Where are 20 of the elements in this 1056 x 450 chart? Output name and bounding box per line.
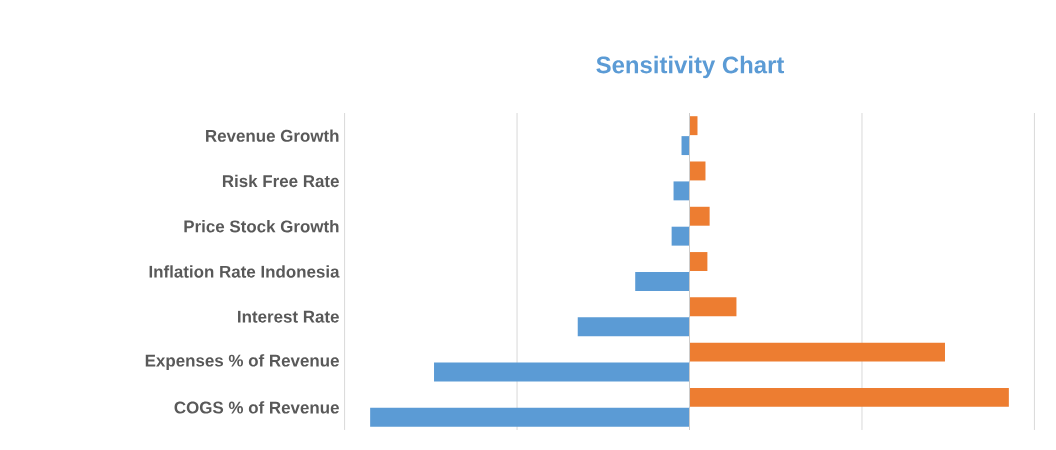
y-tick-label: Interest Rate bbox=[238, 310, 339, 323]
y-tick-label: Expenses % of Revenue bbox=[145, 354, 339, 370]
y-tick-label: Revenue Growth bbox=[206, 129, 339, 142]
bar bbox=[689, 387, 1009, 407]
bar bbox=[689, 297, 737, 317]
bar bbox=[689, 161, 706, 181]
bar bbox=[370, 407, 690, 427]
bar bbox=[577, 317, 690, 337]
bar bbox=[689, 342, 945, 362]
y-tick-label: Price Stock Growth bbox=[184, 219, 339, 233]
bar bbox=[689, 206, 710, 226]
bar bbox=[434, 362, 690, 382]
bar bbox=[671, 226, 690, 246]
bar bbox=[689, 252, 708, 271]
chart-title: Sensitivity Chart bbox=[596, 55, 785, 79]
bar bbox=[635, 271, 690, 291]
y-tick-label: Inflation Rate Indonesia bbox=[149, 265, 340, 278]
y-tick-label: Risk Free Rate bbox=[222, 174, 339, 188]
bar bbox=[673, 181, 690, 201]
y-tick-label: COGS % of Revenue bbox=[174, 401, 339, 414]
